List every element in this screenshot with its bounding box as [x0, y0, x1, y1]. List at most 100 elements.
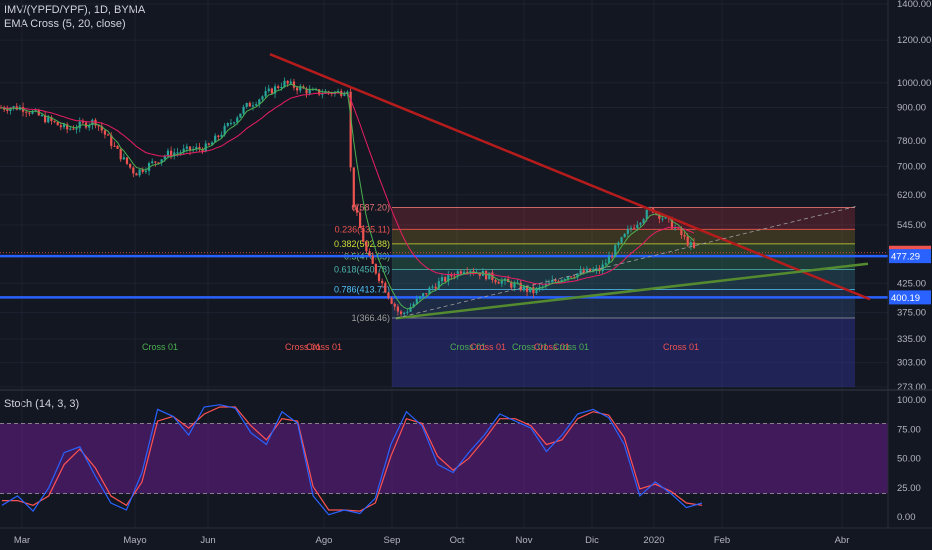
- candle-body: [239, 113, 242, 118]
- candle-body: [50, 117, 53, 121]
- candle-body: [6, 109, 9, 111]
- candle-body: [154, 161, 157, 163]
- x-tick-label: Jun: [200, 535, 215, 546]
- candle-body: [226, 123, 229, 126]
- symbol-title: IMV/(YPFD/YPF), 1D, BYMA: [4, 4, 146, 16]
- candle-body: [381, 280, 384, 283]
- candle-body: [97, 125, 100, 127]
- candle-body: [198, 146, 201, 149]
- candle-body: [633, 227, 636, 229]
- candle-body: [75, 128, 78, 130]
- x-tick-label: Oct: [450, 535, 465, 546]
- candle-body: [399, 311, 403, 315]
- candle-body: [513, 283, 516, 288]
- candle-body: [611, 256, 614, 258]
- candle-body: [519, 282, 522, 291]
- candle-body: [639, 222, 642, 225]
- candle-body: [264, 91, 267, 97]
- candle-body: [529, 287, 532, 292]
- candle-body: [447, 274, 450, 282]
- candle-body: [166, 150, 170, 157]
- candle-body: [31, 111, 34, 114]
- candle-body: [359, 212, 362, 228]
- candle-body: [132, 167, 135, 174]
- cross-label: Cross 01: [306, 342, 342, 352]
- candle-body: [377, 273, 381, 281]
- y-tick-label: 1400.00: [897, 0, 931, 10]
- fib-band: [392, 243, 855, 257]
- candle-body: [185, 146, 188, 149]
- candle-body: [251, 105, 255, 107]
- x-tick-label: Ago: [316, 535, 333, 546]
- candle-body: [595, 268, 598, 270]
- candle-body: [258, 99, 261, 105]
- candle-body: [9, 108, 12, 111]
- candle-body: [500, 280, 503, 284]
- cross-label: Cross 01: [534, 342, 570, 352]
- candle-body: [188, 146, 192, 151]
- candle-body: [324, 91, 327, 94]
- candle-body: [626, 229, 629, 234]
- candle-body: [554, 280, 557, 282]
- cross-label: Cross 01: [285, 342, 321, 352]
- candle-body: [66, 124, 69, 130]
- candle-body: [444, 277, 447, 282]
- stoch-legend[interactable]: Stoch (14, 3, 3): [4, 397, 79, 411]
- candle-body: [462, 271, 466, 274]
- candle-body: [425, 293, 428, 295]
- candle-body: [418, 296, 422, 299]
- candle-body: [450, 274, 453, 277]
- ema-legend[interactable]: EMA Cross (5, 20, close): [4, 17, 126, 31]
- candle-body: [283, 80, 286, 87]
- candle-body: [532, 287, 535, 294]
- candle-body: [210, 142, 214, 145]
- candle-body: [428, 287, 431, 295]
- candle-body: [25, 111, 28, 113]
- stoch-y-tick-label: 0.00: [897, 512, 916, 523]
- candle-body: [195, 146, 198, 150]
- trend-lines[interactable]: [269, 53, 871, 320]
- x-tick-label: Mar: [14, 535, 30, 546]
- x-tick-label: Dic: [585, 535, 599, 546]
- candle-body: [277, 86, 280, 88]
- candle-body: [680, 228, 683, 236]
- fib-band: [392, 207, 855, 230]
- cross-label: Cross 01: [142, 342, 178, 352]
- candle-body: [541, 286, 544, 288]
- candle-body: [440, 277, 444, 282]
- y-tick-label: 273.00: [897, 382, 926, 393]
- candle-body: [664, 216, 667, 219]
- price-tag: [889, 249, 931, 264]
- candle-body: [510, 282, 513, 288]
- candle-body: [84, 122, 88, 128]
- candle-body: [692, 242, 696, 248]
- green-trend-line: [395, 262, 869, 320]
- cross-label: Cross 01: [512, 342, 548, 352]
- candle-body: [371, 255, 374, 264]
- candle-body: [434, 286, 437, 289]
- candle-body: [604, 263, 607, 265]
- candle-body: [173, 152, 176, 157]
- candle-body: [494, 280, 497, 283]
- price-tag-label: 400.19: [891, 293, 920, 304]
- symbol-legend[interactable]: IMV/(YPFD/YPF), 1D, BYMA: [4, 3, 145, 17]
- price-tag-label: 477.29: [891, 252, 920, 263]
- candle-body: [91, 119, 94, 126]
- candle-body: [207, 143, 210, 145]
- candle-body: [349, 91, 352, 168]
- fibonacci-retracement[interactable]: 0(587.20)0.236(535.11)0.382(502.88)0.5(4…: [334, 203, 855, 387]
- candle-body: [582, 270, 585, 273]
- x-tick-label: Feb: [714, 535, 730, 546]
- candle-body: [144, 170, 147, 172]
- candle-body: [157, 162, 160, 164]
- candle-body: [661, 218, 664, 220]
- candle-body: [588, 268, 592, 272]
- candle-body: [273, 86, 277, 94]
- candle-body: [40, 115, 44, 117]
- candle-body: [201, 148, 204, 152]
- candle-body: [119, 148, 122, 160]
- candle-body: [110, 135, 113, 146]
- horizontal-lines[interactable]: [0, 252, 888, 299]
